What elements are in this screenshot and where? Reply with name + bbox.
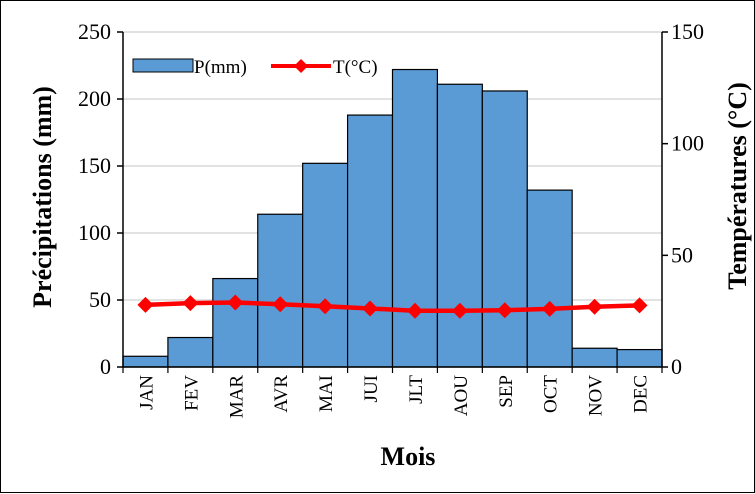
x-tick-label-jlt: JLT (406, 375, 427, 404)
x-tick-label-nov: NOV (586, 375, 607, 416)
y2-tick-label-0: 0 (671, 354, 682, 379)
bar-jlt (391, 68, 439, 368)
y2-tick-label-100: 100 (671, 131, 704, 156)
temperature-point-aou (451, 302, 468, 319)
temperature-point-avr (272, 296, 289, 313)
y-axis-title: Précipitations (mm) (28, 86, 57, 308)
bar-mai (302, 162, 349, 368)
legend-marker-temperature (294, 59, 308, 73)
bar-avr (257, 213, 304, 368)
x-axis-title: Mois (381, 442, 436, 471)
y-tick-label-150: 150 (78, 153, 111, 178)
temperature-point-fev (182, 295, 199, 312)
y2-tick-label-50: 50 (671, 242, 693, 267)
legend-swatch-precipitation (132, 58, 194, 73)
bar-dec (616, 348, 663, 368)
x-tick-label-sep: SEP (496, 375, 517, 408)
precipitation-bars (122, 68, 663, 368)
temperature-point-oct (541, 300, 558, 317)
y-tick-label-200: 200 (78, 86, 111, 111)
x-tick-label-jui: JUI (361, 375, 382, 402)
x-tick-label-fev: FEV (181, 375, 202, 411)
y-tick-label-250: 250 (78, 19, 111, 44)
right-axis-ticks: 0 50 100 150 (662, 19, 704, 379)
x-tick-label-jan: JAN (136, 375, 157, 410)
y2-axis-title: Températures (°C) (723, 82, 752, 290)
bar-fev (167, 336, 214, 368)
left-axis-ticks: 0 50 100 150 200 250 (78, 19, 123, 379)
x-tick-label-mai: MAI (316, 375, 337, 412)
temperature-point-jan (137, 296, 154, 313)
y-tick-label-0: 0 (100, 354, 111, 379)
bar-nov (571, 347, 618, 368)
bar-aou (436, 83, 483, 368)
x-tick-label-avr: AVR (271, 375, 292, 413)
temperature-point-jlt (406, 302, 423, 319)
bar-jui (346, 114, 394, 368)
x-tick-label-mar: MAR (226, 375, 247, 419)
bar-jan (122, 355, 169, 368)
x-tick-label-oct: OCT (541, 375, 562, 413)
bar-oct (526, 189, 573, 368)
x-tick-label-dec: DEC (631, 375, 652, 413)
temperature-point-jui (362, 300, 379, 317)
temperature-point-dec (631, 297, 648, 314)
bar-mar (212, 277, 259, 368)
legend-label-precipitation: P(mm) (194, 57, 247, 78)
temperature-line (137, 294, 648, 319)
bar-sep (481, 90, 528, 368)
y-tick-label-50: 50 (89, 287, 111, 312)
temperature-point-mai (317, 298, 334, 315)
temperature-point-sep (496, 302, 513, 319)
y-tick-label-100: 100 (78, 220, 111, 245)
legend-label-temperature: T(°C) (333, 57, 378, 78)
x-axis-ticks: JAN FEV MAR AVR MAI JUI JLT AOU SEP OCT NOV DEC (122, 367, 663, 419)
legend: P(mm) T(°C) (132, 57, 378, 78)
temperature-point-mar (227, 294, 244, 311)
x-tick-label-aou: AOU (451, 375, 472, 416)
temperature-point-nov (586, 298, 603, 315)
y2-tick-label-150: 150 (671, 19, 704, 44)
